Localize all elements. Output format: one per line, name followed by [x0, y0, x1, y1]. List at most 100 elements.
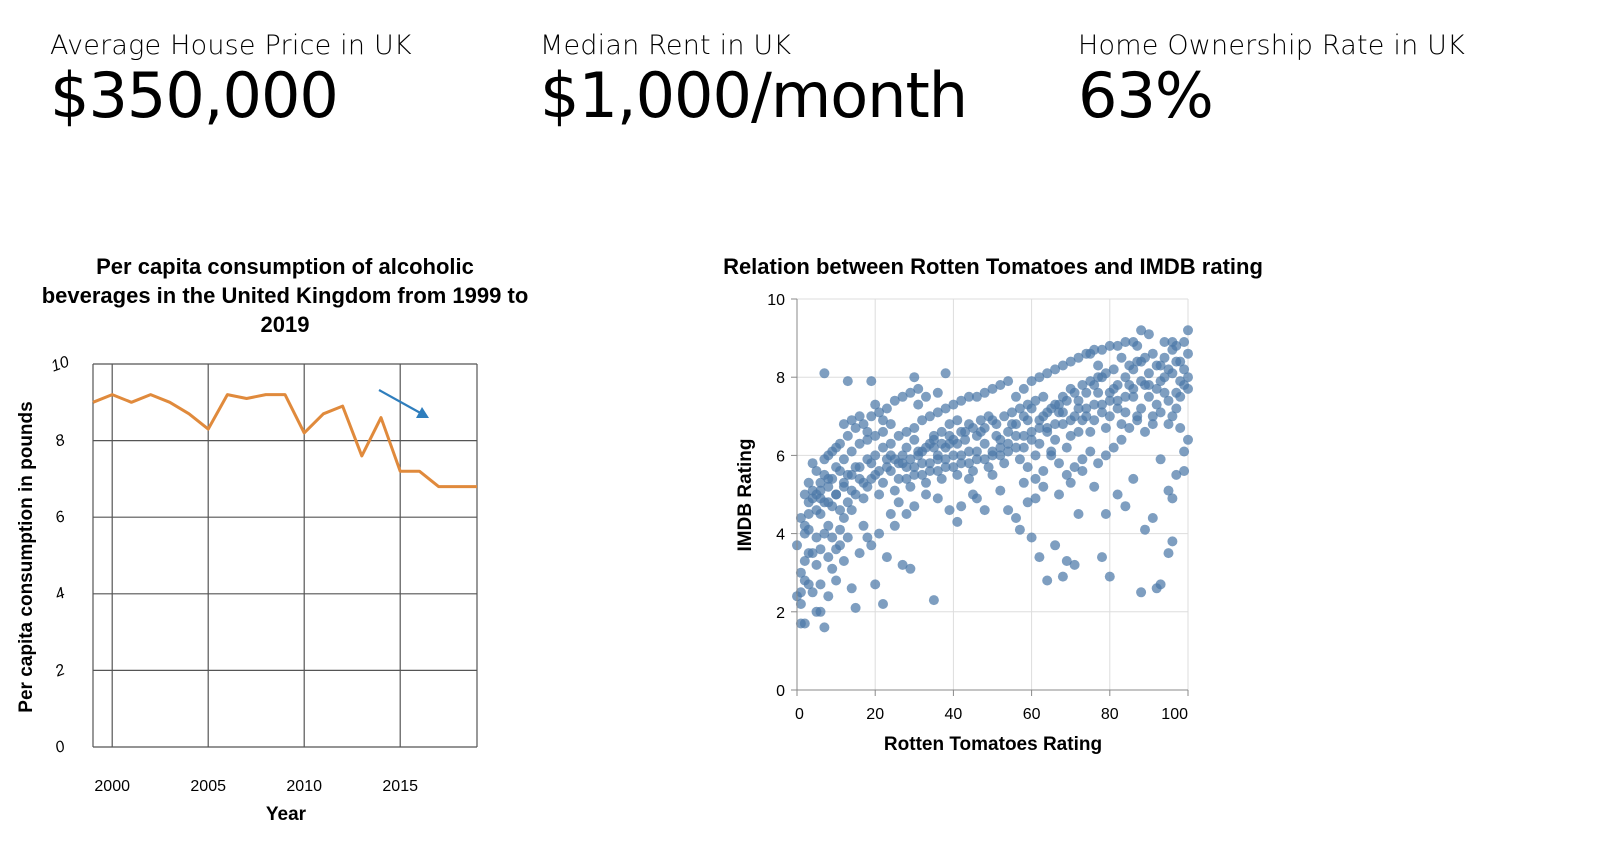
scatter-point	[866, 411, 877, 422]
scatter-point	[1093, 360, 1104, 371]
scatter-point	[792, 540, 802, 551]
chart-axes	[796, 299, 1188, 691]
scatter-point	[811, 505, 822, 516]
scatter-point	[909, 462, 920, 473]
scatter-point	[1120, 372, 1131, 383]
scatter-point	[928, 434, 939, 445]
scatter-point	[1159, 352, 1170, 363]
scatter-point	[1093, 458, 1104, 469]
scatter-point	[823, 473, 834, 484]
x-axis-label: Year	[266, 804, 307, 825]
y-tick-label: 6	[53, 508, 67, 527]
x-tick-label: 2005	[190, 778, 226, 795]
scatter-point	[1061, 395, 1072, 406]
scatter-point	[831, 442, 842, 453]
scatter-point	[823, 450, 834, 461]
scatter-point	[964, 473, 974, 484]
scatter-point	[897, 458, 908, 469]
y-axis-ticks: 0 2 4 6 8 10	[49, 353, 72, 757]
scatter-point	[1081, 387, 1092, 398]
x-axis-ticks: 2000 2005 2010 2015	[94, 778, 418, 795]
scatter-point	[936, 473, 947, 484]
scatter-point	[940, 462, 951, 473]
trend-arrow-shaft	[378, 389, 425, 416]
scatter-point	[1116, 352, 1127, 363]
scatter-point	[1007, 407, 1017, 418]
scatter-point	[956, 450, 967, 461]
scatter-point	[1136, 403, 1147, 414]
scatter-point	[885, 509, 896, 519]
scatter-point	[1104, 387, 1115, 398]
scatter-point	[823, 591, 834, 602]
scatter-point	[1132, 415, 1143, 426]
scatter-point	[924, 411, 935, 422]
scatter-point	[799, 489, 810, 500]
scatter-point	[885, 450, 896, 461]
scatter-point	[842, 376, 853, 387]
scatter-point	[1179, 446, 1190, 457]
scatter-point	[854, 462, 865, 473]
scatter-point	[960, 434, 971, 445]
scatter-point	[1022, 399, 1033, 410]
scatter-point	[1163, 485, 1174, 496]
scatter-point	[823, 520, 834, 531]
scatter-point	[1073, 352, 1084, 363]
scatter-point	[940, 403, 951, 414]
scatter-point	[823, 552, 834, 563]
scatter-point	[995, 485, 1006, 496]
scatter-point	[948, 450, 959, 461]
scatter-point	[991, 419, 1002, 430]
scatter-point	[831, 544, 842, 555]
scatter-point	[1018, 477, 1029, 488]
kpi-label: Average House Price in UK	[50, 30, 412, 61]
scatter-point	[889, 454, 900, 465]
scatter-point	[823, 481, 834, 492]
scatter-point	[1046, 450, 1057, 461]
scatter-point	[881, 454, 892, 465]
kpi-house-price: Average House Price in UK $350,000	[50, 30, 412, 127]
scatter-point	[1179, 466, 1190, 476]
scatter-point	[1140, 524, 1150, 535]
scatter-point	[1093, 387, 1104, 398]
scatter-point	[1050, 419, 1061, 430]
y-tick-label: 8	[53, 432, 67, 451]
scatter-point	[819, 622, 830, 633]
scatter-point	[819, 368, 830, 379]
y-tick-label: 4	[776, 527, 785, 544]
scatter-point	[987, 450, 998, 461]
scatter-point	[1159, 372, 1170, 383]
scatter-point	[1050, 364, 1061, 375]
y-tick-label: 0	[53, 738, 67, 757]
scatter-point	[1018, 383, 1029, 394]
scatter-point	[917, 415, 928, 426]
scatter-point	[803, 509, 814, 519]
scatter-point	[850, 602, 861, 613]
scatter-point	[1089, 344, 1100, 355]
scatter-point	[858, 419, 869, 430]
scatter-point	[1054, 399, 1064, 410]
scatter-point	[1069, 462, 1080, 473]
scatter-point	[885, 466, 896, 476]
scatter-point	[807, 493, 818, 504]
scatter-point	[913, 450, 924, 461]
scatter-point	[944, 430, 955, 441]
scatter-point	[878, 477, 888, 488]
scatter-point	[874, 407, 885, 418]
y-axis-label: Per capita consumption in pounds	[16, 401, 37, 712]
scatter-point	[1155, 407, 1166, 418]
scatter-point	[792, 591, 802, 602]
chart-title-line: beverages in the United Kingdom from 199…	[42, 283, 529, 308]
scatter-point	[799, 556, 810, 566]
scatter-point	[956, 501, 967, 512]
scatter-point	[1108, 383, 1119, 394]
scatter-point	[874, 466, 885, 476]
scatter-point	[1151, 383, 1162, 394]
scatter-point	[952, 415, 963, 426]
scatter-point	[1147, 348, 1158, 359]
scatter-point	[1042, 407, 1053, 418]
scatter-point	[1104, 571, 1115, 582]
scatter-point	[1018, 430, 1029, 441]
scatter-point	[803, 497, 814, 508]
scatter-point	[842, 430, 853, 441]
scatter-point	[901, 426, 912, 437]
